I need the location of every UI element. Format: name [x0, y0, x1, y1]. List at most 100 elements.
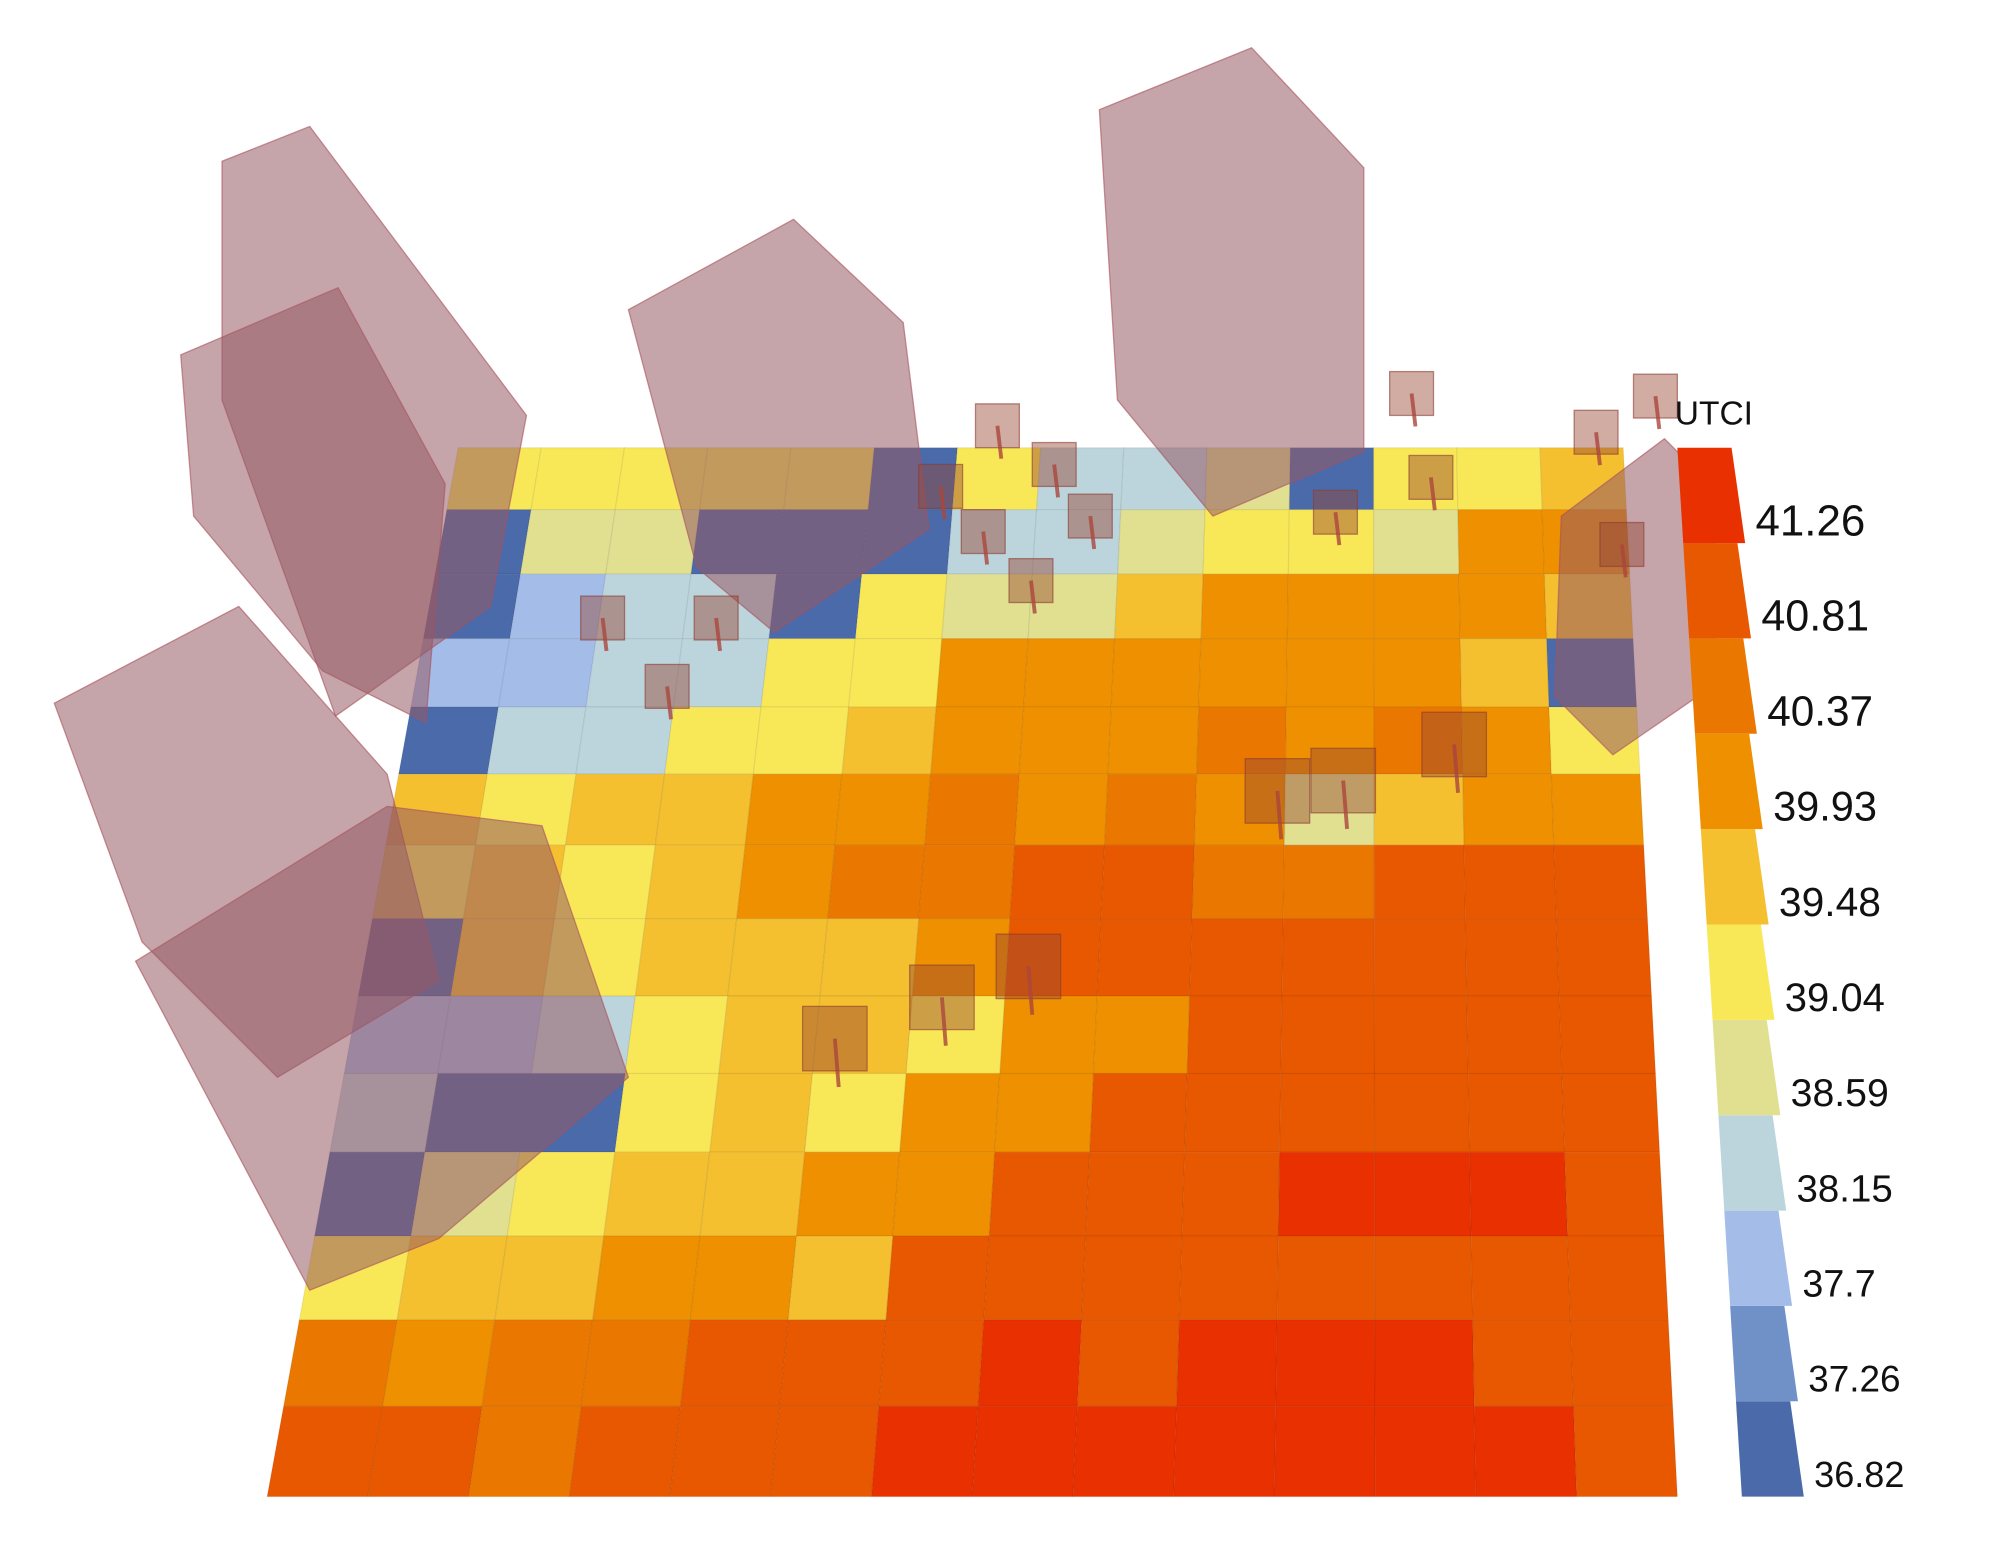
heatmap-cell — [827, 844, 926, 920]
colorbar-segment — [1683, 543, 1752, 639]
heatmap-cell — [699, 1151, 806, 1237]
tree-trunk — [1619, 544, 1628, 578]
heatmap-cell — [1110, 638, 1202, 708]
heatmap-cell — [1023, 638, 1116, 708]
heatmap-cell — [1566, 1235, 1669, 1321]
heatmap-cell — [1076, 1319, 1181, 1407]
colorbar-segment — [1700, 829, 1769, 925]
heatmap-cell — [971, 1405, 1079, 1498]
tree-trunk — [1341, 780, 1349, 830]
tree-trunk — [938, 486, 947, 520]
heatmap-cell — [1103, 773, 1198, 846]
heatmap-cell — [1014, 773, 1109, 846]
heatmap-cell — [1084, 1151, 1186, 1237]
heatmap-cell — [1374, 1235, 1474, 1321]
heatmap-cell — [1473, 1405, 1578, 1498]
heatmap-cell — [735, 844, 836, 920]
building — [134, 805, 630, 1292]
heatmap-cell — [709, 1072, 814, 1153]
tree-trunk — [1594, 431, 1602, 466]
heatmap-cell — [918, 844, 1016, 920]
heatmap-cell — [1117, 508, 1206, 575]
heatmap-cell — [778, 1319, 887, 1407]
heatmap-cell — [1277, 1151, 1376, 1237]
colorbar: 36.82 37.26 37.7 38.15 38.59 39.04 39.48 39.93 4… — [1677, 447, 1905, 1497]
heatmap-cell — [892, 1151, 996, 1237]
heatmap-cell — [1462, 773, 1555, 846]
building — [627, 218, 930, 634]
heatmap-cell — [1472, 1319, 1575, 1407]
heatmap-cell — [787, 1235, 894, 1321]
heatmap-grid — [266, 447, 1679, 1498]
heatmap-cell — [1373, 917, 1468, 997]
heatmap-cell — [679, 1319, 789, 1407]
heatmap-cell — [1563, 1151, 1665, 1237]
heatmap-cell — [1373, 638, 1463, 708]
heatmap-cell — [1373, 573, 1461, 640]
heatmap-cell — [382, 1319, 496, 1407]
heatmap-cell — [994, 1072, 1095, 1153]
heatmap-cell — [591, 1235, 701, 1321]
heatmap-cell — [519, 508, 617, 575]
heatmap-cell — [1373, 995, 1469, 1075]
heatmap-cell — [1080, 1235, 1183, 1321]
heatmap-cell — [1470, 1235, 1572, 1321]
trees — [580, 370, 1679, 1088]
colorbar-segment — [1730, 1305, 1798, 1402]
colorbar-label: 39.93 — [1773, 783, 1877, 830]
heatmap-cell — [804, 1072, 907, 1153]
colorbar-segment — [1689, 638, 1757, 734]
tree-trunk — [995, 425, 1004, 459]
heatmap-cell — [603, 1151, 711, 1237]
heatmap-cell — [1569, 1319, 1674, 1407]
colorbar-segment — [1718, 1115, 1787, 1211]
colorbar-segment — [1736, 1401, 1804, 1497]
heatmap-cell — [770, 1405, 880, 1498]
heatmap-cell — [1178, 1235, 1280, 1321]
heatmap-cell — [1188, 917, 1284, 997]
heatmap-cell — [1372, 508, 1460, 575]
tree-trunk — [1653, 395, 1662, 430]
colorbar-segment — [1724, 1210, 1793, 1306]
heatmap-cell — [1281, 917, 1376, 997]
heatmap-cell — [1175, 1319, 1278, 1407]
heatmap-cell — [654, 773, 755, 846]
heatmap-cell — [847, 638, 943, 708]
heatmap-cell — [752, 706, 850, 775]
heatmap-cell — [614, 1072, 720, 1153]
heatmap-cell — [1458, 573, 1548, 640]
heatmap-cell — [1561, 1072, 1661, 1153]
heatmap-cell — [899, 1072, 1001, 1153]
heatmap-cell — [1072, 1405, 1178, 1498]
heatmap-cell — [1275, 1319, 1376, 1407]
colorbar-label: 40.81 — [1761, 592, 1869, 640]
heatmap-cell — [1280, 995, 1376, 1075]
heatmap-cell — [1202, 508, 1291, 575]
tree-trunk — [1275, 790, 1284, 840]
heatmap-cell — [951, 447, 1042, 511]
heatmap-cell — [841, 706, 937, 775]
heatmap-cell — [1191, 844, 1285, 920]
heatmap-cell — [1373, 844, 1466, 920]
tree-trunk — [1409, 393, 1418, 427]
heatmap-cell — [634, 917, 738, 997]
heatmap-cell — [870, 1405, 979, 1498]
heatmap-cell — [983, 1235, 1087, 1321]
buildings — [53, 46, 1717, 1292]
colorbar-segment — [1694, 733, 1763, 830]
heatmap-cell — [494, 1235, 605, 1321]
heatmap-cell — [481, 1319, 594, 1407]
colorbar-label: 37.7 — [1802, 1263, 1875, 1305]
heatmap-cell — [1374, 1405, 1477, 1498]
heatmap-cell — [1467, 1072, 1566, 1153]
heatmap-cell — [1373, 1151, 1472, 1237]
colorbar-title: UTCI — [1675, 395, 1753, 432]
building — [180, 286, 446, 724]
tree-trunk — [1026, 966, 1035, 1015]
tree-trunk — [1029, 580, 1037, 614]
heatmap-cell — [1173, 1405, 1277, 1498]
heatmap-cell — [669, 1405, 781, 1498]
colorbar-segment — [1677, 447, 1746, 544]
heatmap-cell — [1276, 1235, 1376, 1321]
heatmap-cell — [1092, 995, 1191, 1075]
